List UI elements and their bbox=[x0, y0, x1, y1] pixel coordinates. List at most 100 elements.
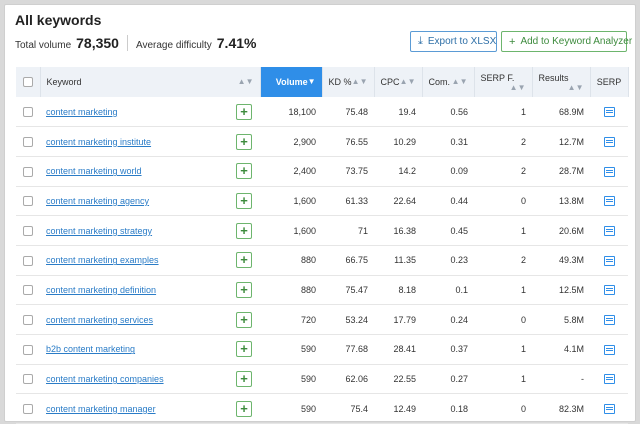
add-cell: + bbox=[228, 245, 261, 276]
volume-cell: 2,400 bbox=[260, 156, 323, 187]
keywords-table: Keyword ▲▼ Volume ▼ KD % ▲▼ CPC ▲▼ Com. ▲▼ S… bbox=[16, 67, 629, 424]
results-cell: 68.9M bbox=[532, 97, 591, 128]
kd-cell: 75.4 bbox=[322, 393, 375, 424]
serp-snapshot-icon[interactable] bbox=[603, 255, 615, 266]
keyword-link[interactable]: content marketing strategy bbox=[46, 225, 153, 236]
row-select-cell[interactable] bbox=[16, 393, 40, 424]
col-results[interactable]: Results ▲▼ bbox=[532, 67, 591, 97]
keyword-link[interactable]: content marketing institute bbox=[46, 136, 152, 147]
row-checkbox[interactable] bbox=[23, 344, 33, 355]
serp-snapshot-icon[interactable] bbox=[603, 285, 615, 296]
table-row: content marketing definition +880 75.47 8.1… bbox=[16, 275, 629, 306]
col-volume[interactable]: Volume ▼ bbox=[260, 67, 323, 97]
serp-snapshot-icon[interactable] bbox=[603, 106, 615, 117]
row-checkbox[interactable] bbox=[23, 404, 33, 415]
kd-cell: 76.55 bbox=[322, 126, 375, 157]
add-keyword-button[interactable]: + bbox=[236, 341, 252, 358]
row-checkbox[interactable] bbox=[23, 314, 33, 325]
add-keyword-button[interactable]: + bbox=[236, 371, 252, 388]
com-cell: 0.1 bbox=[422, 275, 475, 306]
add-keyword-button[interactable]: + bbox=[236, 133, 252, 150]
row-select-cell[interactable] bbox=[16, 334, 40, 365]
serp-snapshot-icon[interactable] bbox=[603, 374, 615, 385]
row-select-cell[interactable] bbox=[16, 304, 40, 335]
row-checkbox[interactable] bbox=[23, 255, 33, 266]
row-select-cell[interactable] bbox=[16, 126, 40, 157]
add-keyword-button[interactable]: + bbox=[236, 252, 252, 269]
row-select-cell[interactable] bbox=[16, 186, 40, 217]
table-header: Keyword ▲▼ Volume ▼ KD % ▲▼ CPC ▲▼ Com. ▲▼ S… bbox=[16, 67, 629, 97]
serp-snapshot-icon[interactable] bbox=[603, 225, 615, 236]
serp-snapshot-icon[interactable] bbox=[603, 404, 615, 415]
serp-snapshot-icon[interactable] bbox=[603, 136, 615, 147]
add-keyword-button[interactable]: + bbox=[236, 103, 252, 120]
keyword-link[interactable]: content marketing companies bbox=[46, 374, 164, 385]
serp-snapshot-icon[interactable] bbox=[603, 314, 615, 325]
kd-cell: 73.75 bbox=[322, 156, 375, 187]
add-keyword-button[interactable]: + bbox=[236, 281, 252, 298]
summary-bar: Total volume 78,350 Average difficulty 7… bbox=[15, 35, 256, 51]
sort-arrows-icon[interactable]: ▲▼ bbox=[509, 82, 526, 92]
kd-cell: 75.48 bbox=[322, 97, 375, 128]
col-serp-features[interactable]: SERP F. ▲▼ bbox=[474, 67, 533, 97]
serp-cell bbox=[590, 245, 629, 276]
serp-features-cell: 0 bbox=[474, 393, 533, 424]
serp-features-cell: 0 bbox=[474, 304, 533, 335]
select-all-cell[interactable] bbox=[16, 67, 41, 97]
add-keyword-button[interactable]: + bbox=[236, 311, 252, 328]
add-keyword-button[interactable]: + bbox=[236, 163, 252, 180]
serp-snapshot-icon[interactable] bbox=[603, 344, 615, 355]
row-checkbox[interactable] bbox=[23, 106, 33, 117]
row-checkbox[interactable] bbox=[23, 166, 33, 177]
sort-arrows-icon[interactable]: ▲▼ bbox=[451, 77, 468, 86]
keyword-link[interactable]: content marketing definition bbox=[46, 284, 157, 295]
keyword-link[interactable]: content marketing world bbox=[46, 166, 142, 177]
row-checkbox[interactable] bbox=[23, 136, 33, 147]
sort-arrows-icon[interactable]: ▲▼ bbox=[399, 77, 416, 86]
add-keyword-button[interactable]: + bbox=[236, 192, 252, 209]
keyword-link[interactable]: content marketing agency bbox=[46, 195, 150, 206]
table-row: content marketing services +720 53.24 17.79… bbox=[16, 304, 629, 335]
keyword-link[interactable]: content marketing examples bbox=[46, 255, 159, 266]
row-select-cell[interactable] bbox=[16, 364, 40, 395]
keyword-link[interactable]: content marketing manager bbox=[46, 403, 156, 414]
row-checkbox[interactable] bbox=[23, 285, 33, 296]
row-select-cell[interactable] bbox=[16, 245, 40, 276]
col-com[interactable]: Com. ▲▼ bbox=[422, 67, 475, 97]
col-cpc[interactable]: CPC ▲▼ bbox=[374, 67, 423, 97]
col-kd[interactable]: KD % ▲▼ bbox=[322, 67, 375, 97]
add-to-analyzer-button[interactable]: + Add to Keyword Analyzer bbox=[501, 31, 632, 52]
keyword-link[interactable]: b2b content marketing bbox=[46, 344, 136, 355]
row-select-cell[interactable] bbox=[16, 156, 40, 187]
add-keyword-button[interactable]: + bbox=[236, 400, 252, 417]
col-keyword[interactable]: Keyword ▲▼ bbox=[40, 67, 261, 97]
serp-features-cell: 2 bbox=[474, 245, 533, 276]
keyword-link[interactable]: content marketing bbox=[46, 106, 118, 117]
cpc-cell: 12.49 bbox=[374, 393, 423, 424]
sort-arrows-icon[interactable]: ▼ bbox=[307, 77, 316, 86]
volume-cell: 1,600 bbox=[260, 215, 323, 246]
total-volume-label: Total volume bbox=[15, 40, 72, 51]
com-cell: 0.56 bbox=[422, 97, 475, 128]
select-all-checkbox[interactable] bbox=[22, 77, 33, 88]
serp-snapshot-icon[interactable] bbox=[603, 196, 615, 207]
row-select-cell[interactable] bbox=[16, 215, 40, 246]
sort-arrows-icon[interactable]: ▲▼ bbox=[351, 77, 368, 86]
add-keyword-button[interactable]: + bbox=[236, 222, 252, 239]
row-checkbox[interactable] bbox=[23, 225, 33, 236]
serp-cell bbox=[590, 364, 629, 395]
sort-arrows-icon[interactable]: ▲▼ bbox=[567, 82, 584, 92]
serp-snapshot-icon[interactable] bbox=[603, 166, 615, 177]
export-xlsx-button[interactable]: ⤓ Export to XLSX bbox=[410, 31, 497, 52]
page-title: All keywords bbox=[15, 12, 102, 28]
row-select-cell[interactable] bbox=[16, 275, 40, 306]
serp-features-cell: 1 bbox=[474, 215, 533, 246]
kd-cell: 53.24 bbox=[322, 304, 375, 335]
results-cell: 12.7M bbox=[532, 126, 591, 157]
sort-arrows-icon[interactable]: ▲▼ bbox=[237, 77, 254, 86]
cpc-cell: 11.35 bbox=[374, 245, 423, 276]
keyword-link[interactable]: content marketing services bbox=[46, 314, 154, 325]
row-select-cell[interactable] bbox=[16, 97, 40, 128]
row-checkbox[interactable] bbox=[23, 196, 33, 207]
row-checkbox[interactable] bbox=[23, 374, 33, 385]
